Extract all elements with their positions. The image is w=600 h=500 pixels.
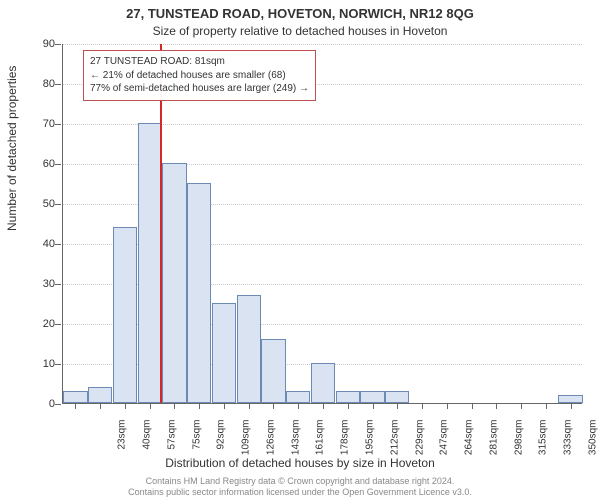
y-tick-label: 20 xyxy=(15,318,55,330)
plot-area: 27 TUNSTEAD ROAD: 81sqm← 21% of detached… xyxy=(62,44,582,404)
histogram-bar xyxy=(261,339,285,403)
info-box-line: ← 21% of detached houses are smaller (68… xyxy=(90,69,309,83)
footer-line-1: Contains HM Land Registry data © Crown c… xyxy=(0,476,600,487)
chart-title-main: 27, TUNSTEAD ROAD, HOVETON, NORWICH, NR1… xyxy=(0,6,600,21)
histogram-bar xyxy=(336,391,360,403)
histogram-bar xyxy=(286,391,310,403)
footer-text: Contains HM Land Registry data © Crown c… xyxy=(0,476,600,498)
footer-line-2: Contains public sector information licen… xyxy=(0,487,600,498)
histogram-bar xyxy=(212,303,236,403)
histogram-bar xyxy=(63,391,87,403)
y-tick-label: 50 xyxy=(15,198,55,210)
gridline xyxy=(63,44,582,45)
histogram-bar xyxy=(558,395,582,403)
y-tick-label: 10 xyxy=(15,358,55,370)
y-tick-label: 90 xyxy=(15,38,55,50)
histogram-bar xyxy=(162,163,186,403)
chart-title-sub: Size of property relative to detached ho… xyxy=(0,24,600,38)
histogram-bar xyxy=(113,227,137,403)
histogram-bar xyxy=(237,295,261,403)
y-tick-label: 80 xyxy=(15,78,55,90)
info-box-line: 77% of semi-detached houses are larger (… xyxy=(90,82,309,96)
histogram-bar xyxy=(138,123,162,403)
info-box-line: 27 TUNSTEAD ROAD: 81sqm xyxy=(90,55,309,69)
histogram-bar xyxy=(385,391,409,403)
info-box: 27 TUNSTEAD ROAD: 81sqm← 21% of detached… xyxy=(83,50,316,101)
histogram-bar xyxy=(360,391,384,403)
y-tick-label: 70 xyxy=(15,118,55,130)
y-tick-label: 60 xyxy=(15,158,55,170)
y-tick-label: 40 xyxy=(15,238,55,250)
histogram-bar xyxy=(187,183,211,403)
x-axis-label: Distribution of detached houses by size … xyxy=(0,456,600,470)
y-axis-label: Number of detached properties xyxy=(5,66,19,231)
histogram-bar xyxy=(311,363,335,403)
chart-container: 27, TUNSTEAD ROAD, HOVETON, NORWICH, NR1… xyxy=(0,0,600,500)
y-tick-label: 0 xyxy=(15,398,55,410)
y-tick-label: 30 xyxy=(15,278,55,290)
histogram-bar xyxy=(88,387,112,403)
